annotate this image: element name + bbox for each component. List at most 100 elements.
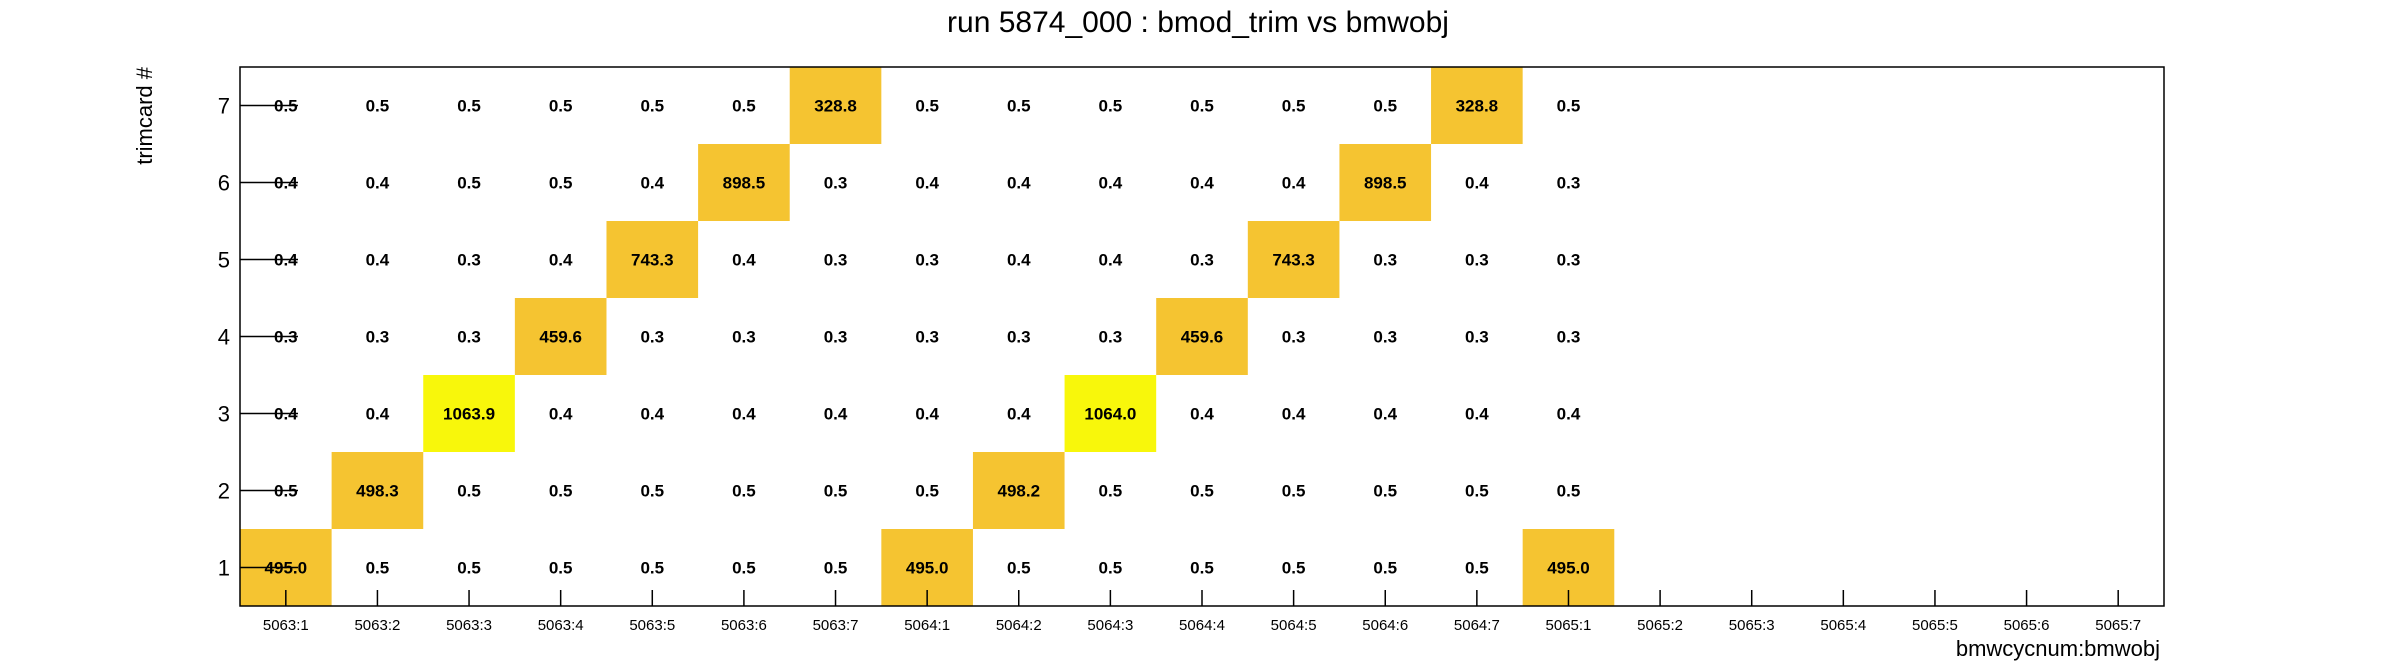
cell-value-label: 0.3 xyxy=(1373,328,1397,347)
heatmap-cell xyxy=(606,221,699,298)
heatmap-cell xyxy=(789,67,882,144)
heatmap-cell xyxy=(1064,375,1157,452)
cell-value-label: 0.3 xyxy=(1557,251,1581,270)
cell-value-label: 0.3 xyxy=(1465,251,1489,270)
cell-value-label: 0.5 xyxy=(366,559,390,578)
cell-value-label: 0.3 xyxy=(1465,328,1489,347)
cell-value-label: 0.3 xyxy=(1282,328,1306,347)
cell-value-label: 498.2 xyxy=(997,482,1040,501)
x-tick-label: 5064:1 xyxy=(904,617,950,634)
cell-value-label: 0.5 xyxy=(640,97,664,116)
cell-value-label: 0.4 xyxy=(1373,405,1397,424)
cell-value-label: 0.5 xyxy=(732,559,756,578)
x-tick-label: 5065:3 xyxy=(1729,617,1775,634)
cell-value-label: 0.4 xyxy=(549,251,573,270)
cell-value-label: 0.4 xyxy=(549,405,573,424)
cell-value-label: 459.6 xyxy=(539,328,582,347)
heatmap-cell xyxy=(423,375,515,452)
cell-value-label: 0.3 xyxy=(366,328,390,347)
heatmap-cell xyxy=(1431,67,1523,144)
cell-value-label: 0.5 xyxy=(732,482,756,501)
cell-value-label: 0.5 xyxy=(640,559,664,578)
cell-value-label: 0.3 xyxy=(1007,328,1031,347)
x-tick-label: 5063:4 xyxy=(538,617,584,634)
cell-value-label: 0.5 xyxy=(1190,97,1214,116)
cell-value-label: 0.5 xyxy=(640,482,664,501)
x-tick-label: 5063:1 xyxy=(263,617,309,634)
cell-value-label: 1064.0 xyxy=(1084,405,1136,424)
x-tick-label: 5065:1 xyxy=(1546,617,1592,634)
cell-value-label: 0.3 xyxy=(824,174,848,193)
cell-value-label: 328.8 xyxy=(1456,97,1499,116)
x-tick-label: 5065:4 xyxy=(1820,617,1866,634)
cell-value-label: 0.3 xyxy=(1557,328,1581,347)
chart-title: run 5874_000 : bmod_trim vs bmwobj xyxy=(947,6,1449,39)
cell-value-label: 0.4 xyxy=(1007,405,1031,424)
cell-value-label: 0.3 xyxy=(915,328,939,347)
cell-value-label: 0.4 xyxy=(366,405,390,424)
cell-value-label: 0.4 xyxy=(366,174,390,193)
x-tick-label: 5063:2 xyxy=(354,617,400,634)
cell-value-label: 0.5 xyxy=(1282,482,1306,501)
y-tick-label: 5 xyxy=(218,248,230,273)
cell-value-label: 0.4 xyxy=(1099,251,1123,270)
cell-value-label: 0.5 xyxy=(1282,559,1306,578)
heatmap-cell xyxy=(1339,144,1432,221)
x-tick-label: 5065:5 xyxy=(1912,617,1958,634)
x-tick-label: 5065:6 xyxy=(2004,617,2050,634)
cell-value-label: 0.4 xyxy=(274,251,298,270)
y-axis: 1 2 3 4 5 6 7 xyxy=(218,94,298,581)
cell-value-label: 0.4 xyxy=(1007,174,1031,193)
x-tick-label: 5063:6 xyxy=(721,617,767,634)
cell-value-label: 0.3 xyxy=(457,328,481,347)
cell-value-label: 743.3 xyxy=(631,251,674,270)
cell-value-label: 0.5 xyxy=(1465,559,1489,578)
cell-value-label: 0.5 xyxy=(1373,97,1397,116)
x-tick-label: 5064:6 xyxy=(1362,617,1408,634)
x-tick-label: 5064:3 xyxy=(1087,617,1133,634)
cell-value-label: 0.4 xyxy=(1282,174,1306,193)
cell-value-label: 0.3 xyxy=(824,251,848,270)
cell-value-label: 0.5 xyxy=(1373,559,1397,578)
cell-value-label: 0.3 xyxy=(824,328,848,347)
y-axis-title: trimcard # xyxy=(132,66,157,165)
cell-value-label: 0.3 xyxy=(457,251,481,270)
x-tick-label: 5064:4 xyxy=(1179,617,1225,634)
x-tick-label: 5064:5 xyxy=(1271,617,1317,634)
cell-value-label: 0.3 xyxy=(640,328,664,347)
x-axis-title: bmwcycnum:bmwobj xyxy=(1956,636,2160,661)
cell-value-label: 0.4 xyxy=(824,405,848,424)
cell-value-label: 0.5 xyxy=(1099,482,1123,501)
cell-value-label: 0.5 xyxy=(1282,97,1306,116)
cell-value-label: 0.5 xyxy=(1557,97,1581,116)
cell-value-label: 0.5 xyxy=(732,97,756,116)
cell-value-label: 0.5 xyxy=(915,482,939,501)
cell-value-label: 0.5 xyxy=(549,559,573,578)
cell-value-label: 0.4 xyxy=(915,405,939,424)
cell-value-label: 898.5 xyxy=(1364,174,1407,193)
cell-value-label: 0.4 xyxy=(1282,405,1306,424)
cell-value-label: 0.5 xyxy=(549,482,573,501)
cell-value-label: 0.3 xyxy=(1557,174,1581,193)
cell-value-label: 0.5 xyxy=(1373,482,1397,501)
cell-value-label: 0.4 xyxy=(1007,251,1031,270)
cell-value-label: 743.3 xyxy=(1272,251,1315,270)
cell-value-label: 0.3 xyxy=(732,328,756,347)
cell-value-label: 0.5 xyxy=(1557,482,1581,501)
cell-value-label: 495.0 xyxy=(1547,559,1590,578)
cell-value-label: 0.5 xyxy=(457,559,481,578)
y-tick-label: 4 xyxy=(218,325,230,350)
cell-value-label: 1063.9 xyxy=(443,405,495,424)
cell-value-label: 0.4 xyxy=(1465,405,1489,424)
cell-value-label: 0.5 xyxy=(457,482,481,501)
cell-value-label: 495.0 xyxy=(906,559,949,578)
cell-value-label: 0.3 xyxy=(915,251,939,270)
cell-value-label: 0.5 xyxy=(1190,482,1214,501)
cell-value-label: 0.5 xyxy=(274,482,298,501)
y-tick-label: 6 xyxy=(218,171,230,196)
cell-value-label: 0.5 xyxy=(457,97,481,116)
heatmap-cell xyxy=(972,452,1065,529)
cell-value-label: 0.4 xyxy=(1099,174,1123,193)
cell-value-label: 328.8 xyxy=(814,97,857,116)
